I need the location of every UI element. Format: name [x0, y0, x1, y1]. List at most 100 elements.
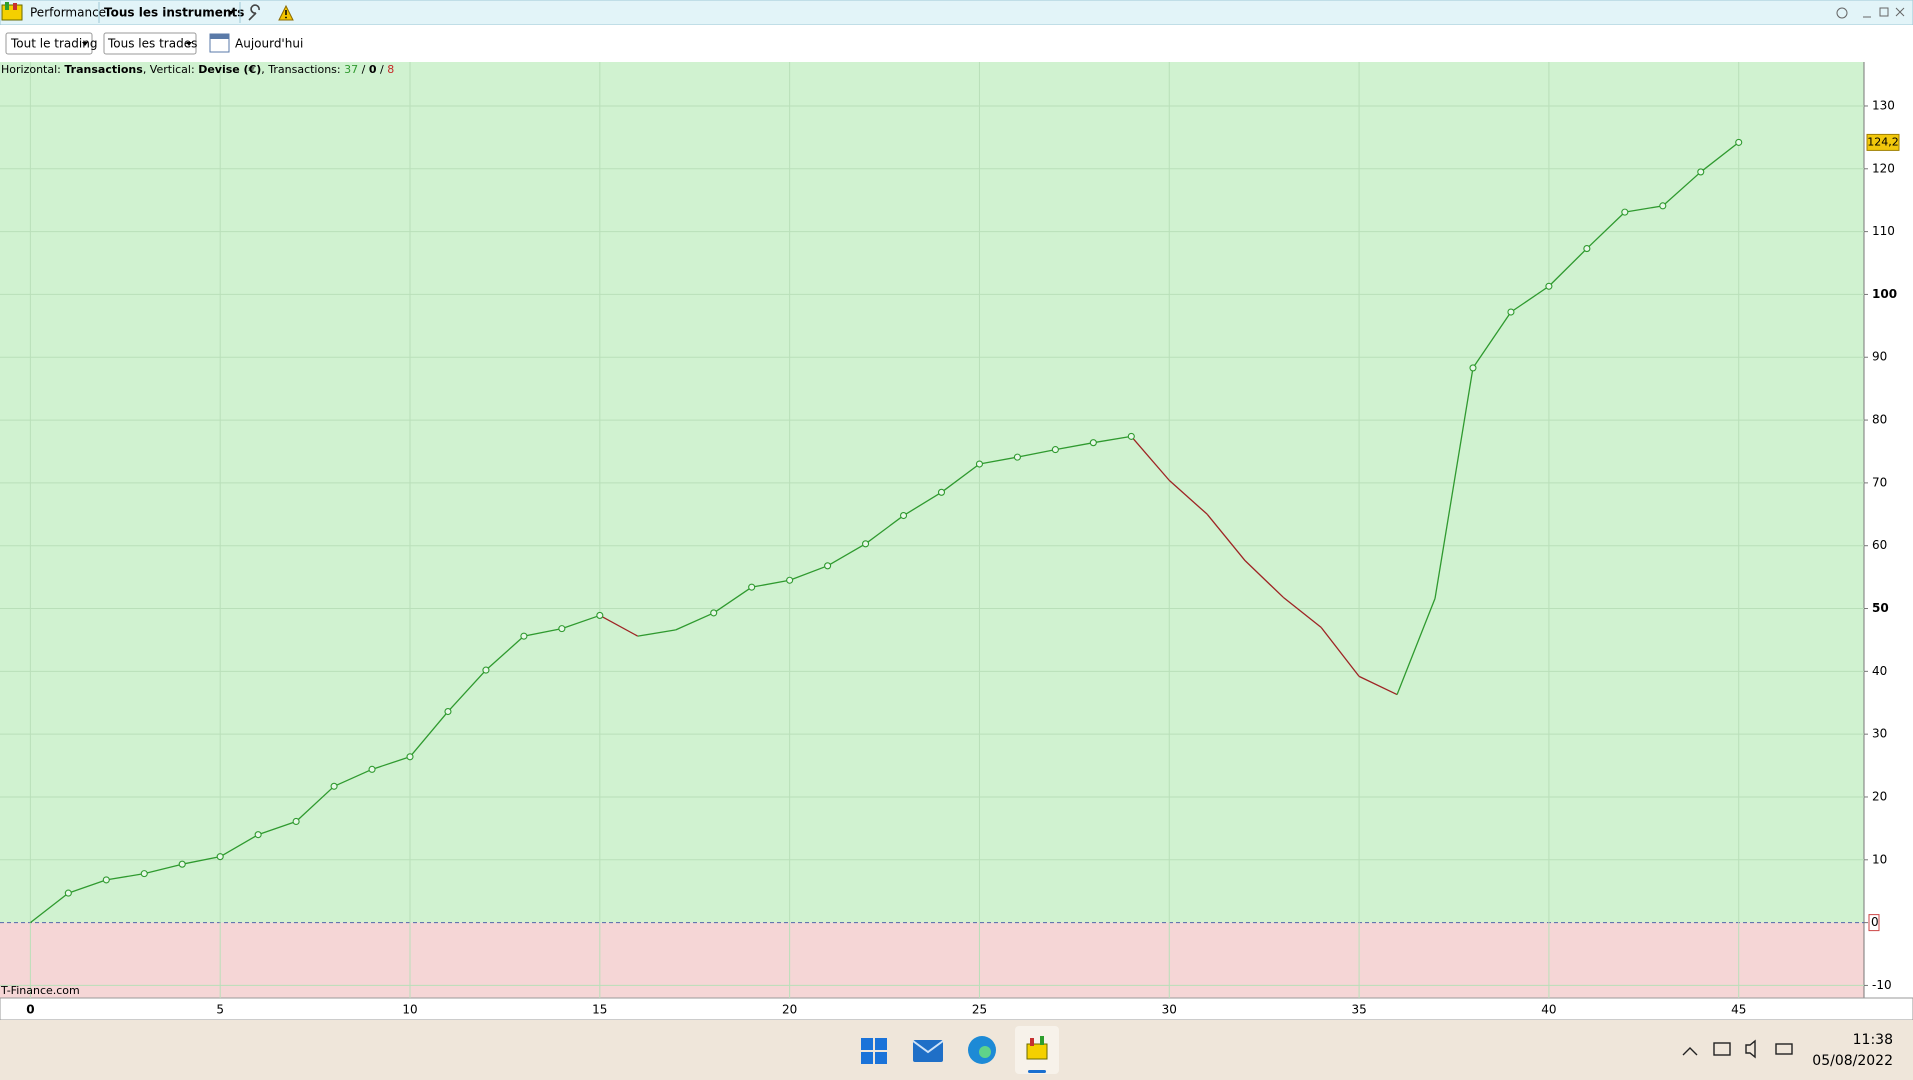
trade-point	[1469, 364, 1477, 372]
trade-point	[406, 753, 414, 761]
trade-point	[444, 707, 452, 716]
dropdown-arrow[interactable]	[228, 11, 234, 15]
trading-filter[interactable]: Tout le trading	[10, 37, 97, 51]
trade-point	[254, 831, 262, 839]
y-tick-label: 0	[1871, 915, 1879, 929]
dropdown-arrow[interactable]	[186, 42, 192, 46]
trade-point	[1583, 245, 1591, 253]
window-controls[interactable]	[1836, 7, 1905, 19]
y-tick-label: 70	[1872, 475, 1887, 489]
taskbar	[0, 1020, 1913, 1080]
warning-icon[interactable]	[278, 4, 294, 21]
trade-point	[824, 562, 832, 570]
trade-point	[216, 853, 224, 861]
equity-segment	[1093, 435, 1132, 444]
x-tick-label: 45	[1731, 1003, 1746, 1017]
equity-segment	[447, 669, 487, 712]
subtitle-part: , Vertical:	[143, 63, 198, 76]
trade-point	[140, 870, 148, 878]
loss-zone	[0, 922, 1864, 998]
trading-filter-box[interactable]	[5, 32, 93, 55]
app-logo	[1, 2, 23, 21]
subtitle-part: /	[358, 63, 369, 76]
x-axis-panel	[0, 997, 1913, 1021]
equity-segment	[941, 463, 980, 493]
equity-segment	[219, 834, 259, 858]
trade-point	[596, 611, 604, 619]
equity-segment	[1510, 285, 1550, 313]
equity-segment	[1662, 171, 1702, 207]
trade-point	[1051, 446, 1059, 454]
trade-point	[482, 666, 490, 674]
subtitle-part: Horizontal:	[1, 63, 64, 76]
dropdown-arrow[interactable]	[82, 42, 88, 46]
trade-point	[1545, 282, 1553, 290]
equity-segment	[789, 565, 828, 581]
equity-segment	[106, 872, 145, 881]
start-button[interactable]	[861, 1038, 887, 1064]
trade-point	[1013, 453, 1021, 461]
equity-segment	[523, 627, 562, 637]
y-tick-label: 40	[1872, 664, 1887, 678]
trade-point	[330, 782, 338, 790]
settings-icon[interactable]	[248, 4, 260, 21]
y-tick-label: 90	[1872, 350, 1887, 364]
chart-subtitle: Horizontal: Transactions, Vertical: Devi…	[1, 63, 394, 76]
y-tick-label: 60	[1872, 538, 1887, 552]
clock-date[interactable]: 05/08/2022	[1812, 1053, 1893, 1069]
filter-bar	[0, 25, 1913, 62]
instrument-selector[interactable]: Tous les instruments	[104, 6, 244, 20]
trade-point	[64, 889, 72, 897]
last-value-box	[1866, 133, 1900, 151]
y-tick-label: 110	[1872, 224, 1895, 238]
zero-label-box	[1868, 914, 1880, 932]
equity-segment	[182, 856, 221, 865]
y-tick-label: -10	[1872, 978, 1892, 992]
profit-zone	[0, 62, 1864, 923]
edge-icon[interactable]	[968, 1036, 996, 1064]
subtitle-part: 37	[344, 63, 358, 76]
subtitle-part: 8	[387, 63, 394, 76]
equity-segment	[1282, 596, 1322, 628]
trade-point	[368, 765, 376, 773]
x-tick-label: 10	[402, 1003, 417, 1017]
equity-segment	[371, 756, 411, 770]
x-tick-label: 35	[1351, 1003, 1366, 1017]
trade-point	[1621, 208, 1629, 216]
clock-time[interactable]: 11:38	[1853, 1032, 1893, 1048]
period-selector[interactable]: Aujourd'hui	[235, 37, 303, 51]
equity-segment	[1017, 448, 1056, 458]
y-tick-label: 50	[1872, 601, 1889, 615]
equity-segment	[1130, 435, 1170, 481]
trades-filter[interactable]: Tous les trades	[107, 37, 197, 51]
x-tick-label: 15	[592, 1003, 607, 1017]
y-tick-label: 10	[1872, 852, 1887, 866]
trade-point	[520, 632, 528, 640]
y-tick-label: 80	[1872, 413, 1887, 427]
equity-segment	[1320, 626, 1360, 677]
trades-filter-box[interactable]	[103, 32, 197, 55]
equity-segment	[1700, 141, 1740, 173]
trade-point	[975, 460, 984, 468]
subtitle-part: /	[376, 63, 387, 76]
trade-point	[748, 583, 756, 591]
tab-title[interactable]: Performance	[30, 6, 106, 20]
system-tray[interactable]	[1682, 1039, 1793, 1059]
trade-point	[1659, 202, 1667, 210]
equity-segment	[68, 879, 107, 894]
equity-segment	[865, 515, 904, 545]
watermark: T-Finance.com	[0, 984, 80, 997]
trade-point	[292, 817, 300, 826]
equity-segment	[561, 614, 601, 630]
calendar-icon[interactable]	[209, 33, 230, 53]
trade-point	[937, 488, 946, 496]
x-tick-label: 25	[972, 1003, 987, 1017]
trade-point	[899, 512, 908, 520]
y-tick-label: 100	[1872, 287, 1897, 301]
trading-app-icon[interactable]	[1015, 1026, 1059, 1074]
x-tick-label: 20	[782, 1003, 797, 1017]
mail-icon[interactable]	[912, 1040, 944, 1062]
y-tick-label: 120	[1872, 161, 1895, 175]
